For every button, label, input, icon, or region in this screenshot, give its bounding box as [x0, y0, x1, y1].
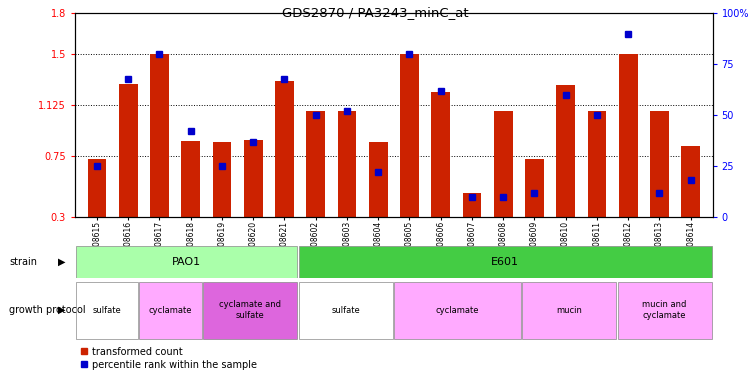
Bar [150, 54, 169, 217]
Text: ▶: ▶ [58, 257, 65, 267]
Bar [556, 85, 575, 217]
Bar [212, 142, 231, 217]
Bar [306, 111, 325, 217]
Bar [494, 111, 512, 217]
Bar [394, 281, 520, 339]
Bar [88, 159, 106, 217]
Bar [369, 142, 388, 217]
Text: sulfate: sulfate [92, 306, 122, 314]
Bar [525, 159, 544, 217]
Text: GDS2870 / PA3243_minC_at: GDS2870 / PA3243_minC_at [282, 6, 468, 19]
Text: growth protocol: growth protocol [9, 305, 86, 315]
Text: mucin and
cyclamate: mucin and cyclamate [643, 300, 687, 320]
Text: ▶: ▶ [58, 305, 65, 315]
Bar [431, 92, 450, 217]
Text: strain: strain [9, 257, 37, 267]
Bar [76, 247, 298, 278]
Bar [681, 146, 700, 217]
Bar [76, 281, 138, 339]
Bar [338, 111, 356, 217]
Bar [587, 111, 606, 217]
Bar [298, 247, 712, 278]
Bar [619, 54, 638, 217]
Bar [182, 141, 200, 217]
Text: PAO1: PAO1 [172, 257, 201, 267]
Text: mucin: mucin [556, 306, 582, 314]
Text: E601: E601 [491, 257, 519, 267]
Text: cyclamate: cyclamate [148, 306, 192, 314]
Bar [244, 140, 262, 217]
Bar [650, 111, 669, 217]
Bar [617, 281, 712, 339]
Bar [522, 281, 616, 339]
Bar [400, 54, 418, 217]
Bar [275, 81, 294, 217]
Bar [298, 281, 393, 339]
Text: cyclamate and
sulfate: cyclamate and sulfate [219, 300, 281, 320]
Legend: transformed count, percentile rank within the sample: transformed count, percentile rank withi… [80, 347, 256, 369]
Bar [203, 281, 298, 339]
Text: sulfate: sulfate [332, 306, 360, 314]
Text: cyclamate: cyclamate [436, 306, 479, 314]
Bar [463, 192, 482, 217]
Bar [140, 281, 202, 339]
Bar [118, 84, 137, 217]
